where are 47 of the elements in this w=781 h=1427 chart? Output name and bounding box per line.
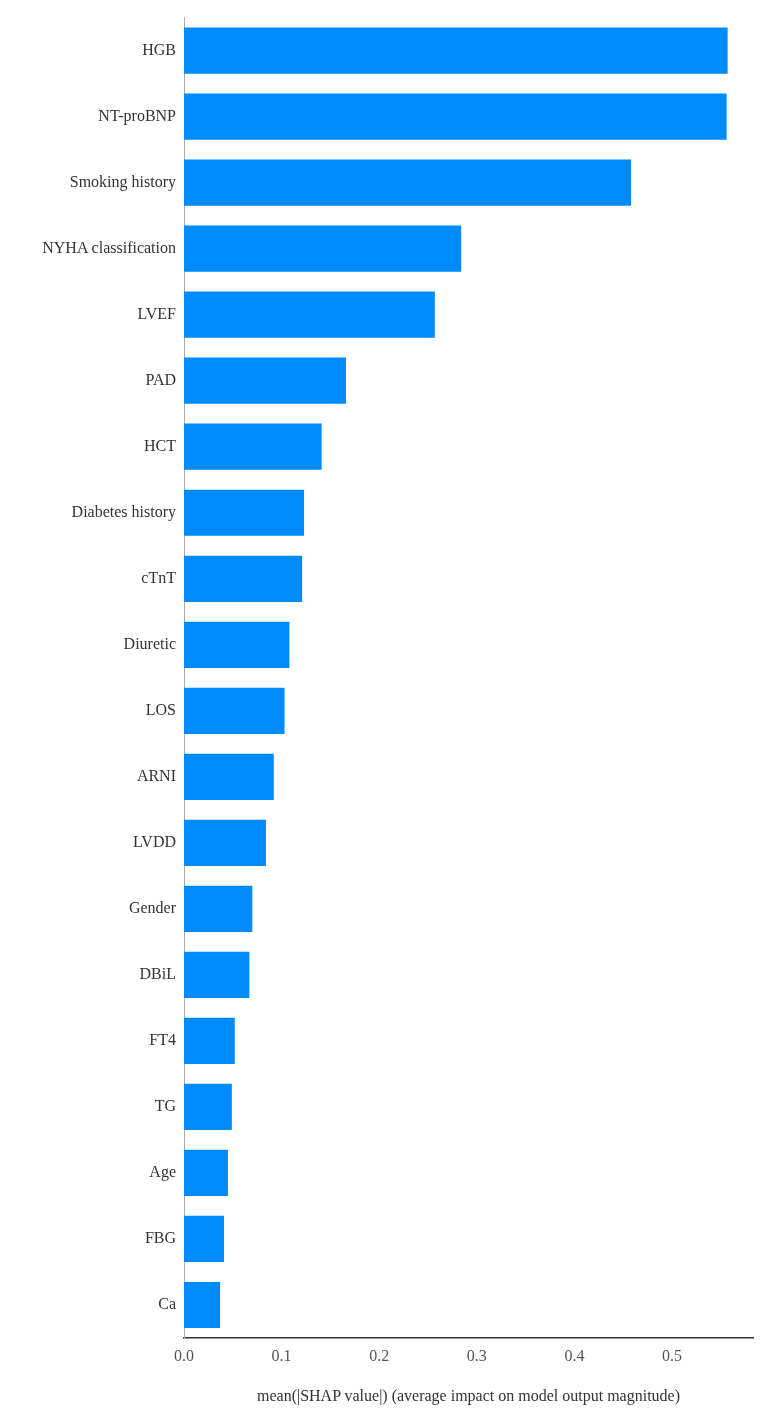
x-tick-label: 0.0 [174, 1346, 194, 1364]
x-tick-label: 0.2 [369, 1346, 390, 1364]
bar [184, 885, 253, 932]
x-tick-label: 0.1 [271, 1346, 292, 1364]
y-tick-label: HGB [142, 40, 176, 58]
y-tick-label: Age [149, 1163, 176, 1182]
bar [184, 159, 631, 206]
y-tick-label: NYHA classification [42, 238, 176, 256]
bar [184, 1215, 225, 1263]
bar [184, 687, 285, 734]
y-tick-label: ARNI [136, 767, 176, 785]
bar [184, 489, 305, 536]
y-tick-label: cTnT [141, 568, 177, 586]
y-tick-label: Diuretic [123, 634, 176, 652]
y-tick-label: Smoking history [69, 172, 176, 191]
y-tick-label: DBiL [139, 965, 176, 983]
x-tick-label: 0.3 [466, 1346, 487, 1364]
y-tick-label: Ca [158, 1295, 176, 1313]
bar [184, 1281, 221, 1329]
bar [184, 555, 303, 602]
y-tick-label: NT-proBNP [98, 106, 177, 125]
y-tick-label: LOS [145, 701, 176, 719]
x-tick-label: 0.4 [564, 1346, 585, 1364]
y-tick-label: FBG [144, 1229, 177, 1247]
bar [184, 225, 462, 272]
bar [184, 423, 322, 470]
y-tick-label: PAD [145, 370, 176, 388]
y-tick-label: FT4 [149, 1031, 176, 1049]
bar [184, 753, 274, 800]
bar [184, 819, 266, 866]
y-tick-label: TG [154, 1097, 177, 1115]
bar [184, 93, 727, 140]
y-tick-label: LVDD [133, 833, 176, 851]
bar [184, 1149, 228, 1197]
y-tick-label: HCT [144, 436, 177, 454]
x-axis-title: mean(|SHAP value|) (average impact on model output magnitude) [256, 1386, 681, 1405]
y-tick-label: Diabetes history [71, 502, 176, 521]
bar [184, 621, 290, 668]
bar [184, 291, 435, 338]
y-tick-label: Gender [128, 899, 177, 917]
bar [184, 27, 728, 74]
x-tick-label: 0.5 [661, 1346, 682, 1364]
y-tick-label: LVEF [137, 304, 177, 322]
bar [184, 1017, 235, 1065]
bar [184, 951, 250, 998]
bar [184, 1083, 232, 1131]
bar [184, 357, 347, 404]
